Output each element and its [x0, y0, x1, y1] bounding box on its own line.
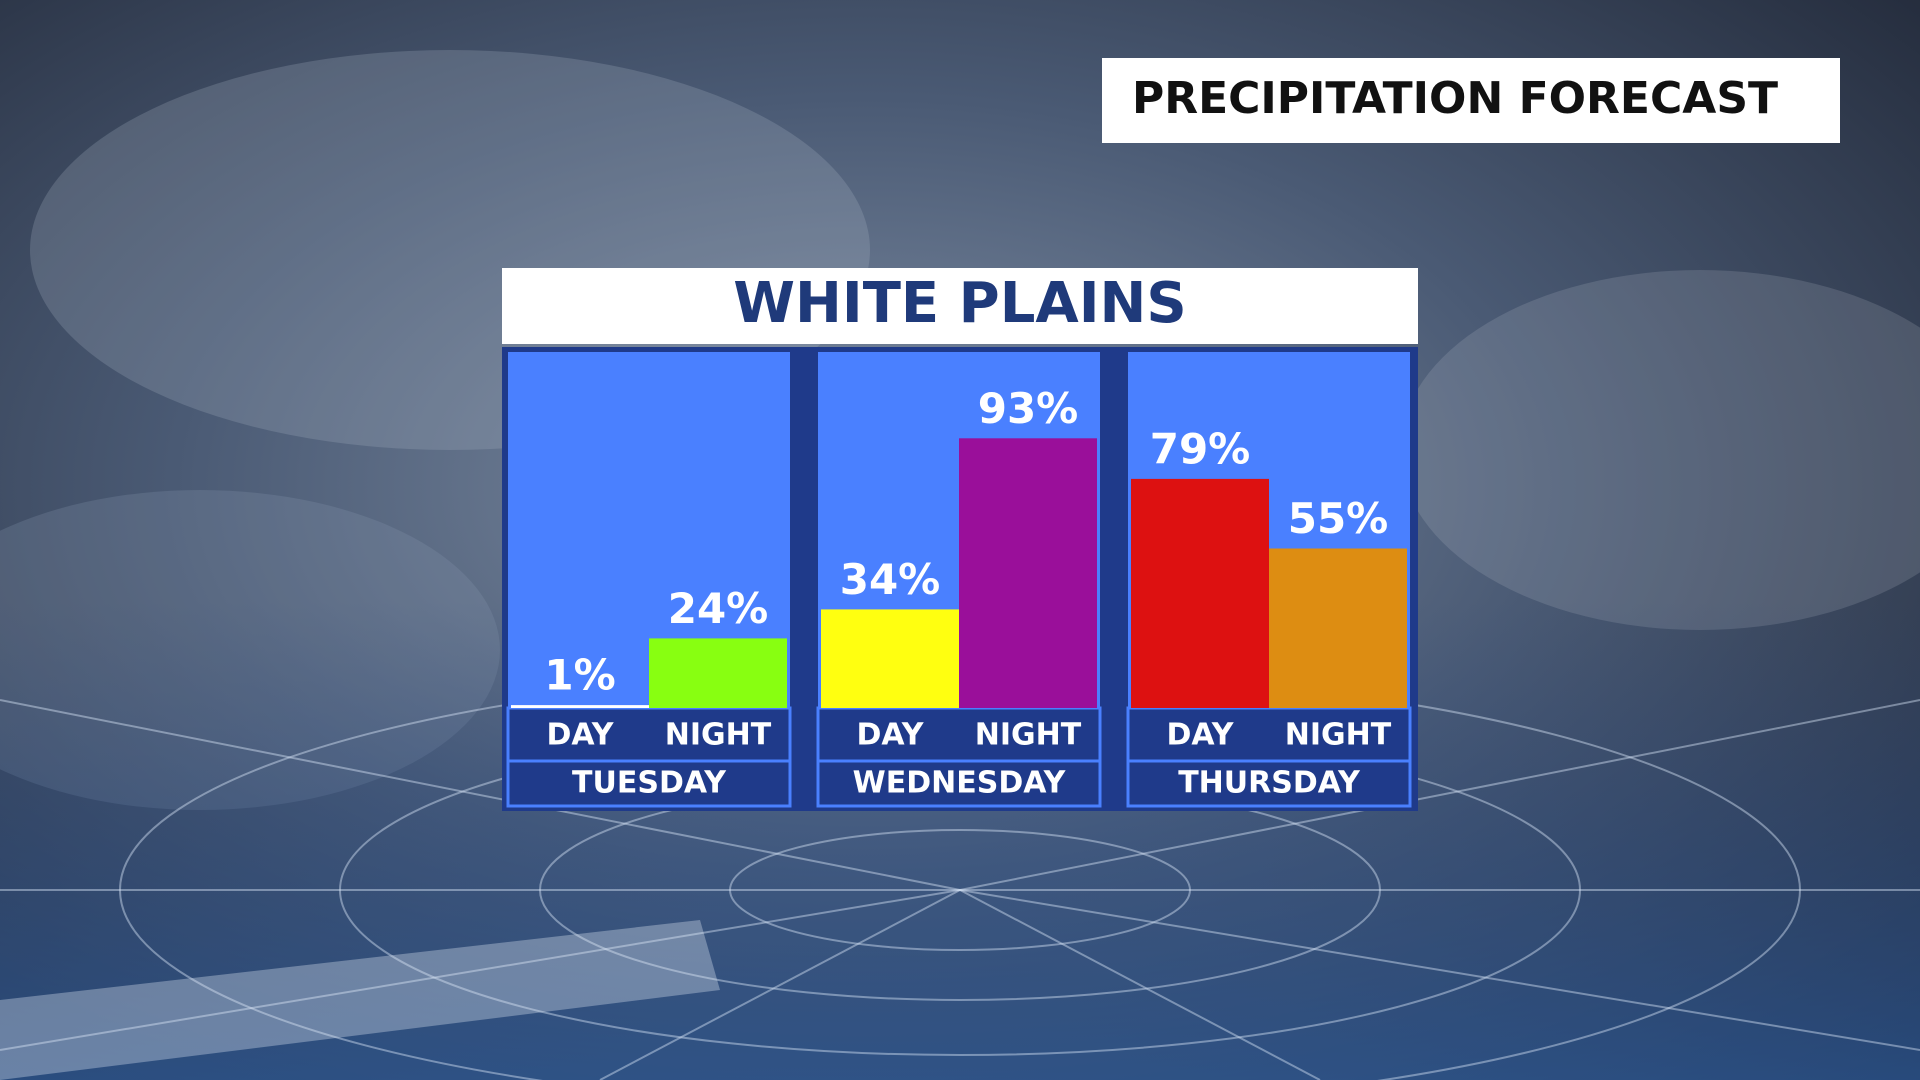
value-label: 93% [978, 384, 1079, 433]
bar [649, 638, 787, 708]
value-label: 34% [840, 555, 941, 604]
subtitle-box [502, 268, 1418, 344]
chart-title: PRECIPITATION FORECAST [1132, 73, 1778, 124]
value-label: 24% [668, 584, 769, 633]
x-tick-label: NIGHT [975, 718, 1082, 753]
value-label: 1% [544, 651, 615, 700]
bar [1131, 478, 1269, 708]
x-tick-label: DAY [547, 718, 615, 753]
bar [821, 609, 959, 708]
x-tick-label: DAY [857, 718, 925, 753]
x-tick-label: NIGHT [1285, 718, 1392, 753]
value-label: 79% [1150, 424, 1251, 473]
group-label: WEDNESDAY [853, 766, 1067, 801]
bar [1269, 548, 1407, 708]
label-band [1126, 706, 1412, 808]
group-label: TUESDAY [572, 766, 727, 801]
bar [959, 438, 1097, 708]
x-tick-label: DAY [1167, 718, 1235, 753]
group-label: THURSDAY [1178, 766, 1361, 801]
label-band [816, 706, 1102, 808]
bar [511, 705, 649, 708]
value-label: 55% [1288, 494, 1389, 543]
title-box [1102, 58, 1840, 143]
chart-subtitle: WHITE PLAINS [733, 271, 1187, 336]
x-tick-label: NIGHT [665, 718, 772, 753]
label-band [506, 706, 792, 808]
